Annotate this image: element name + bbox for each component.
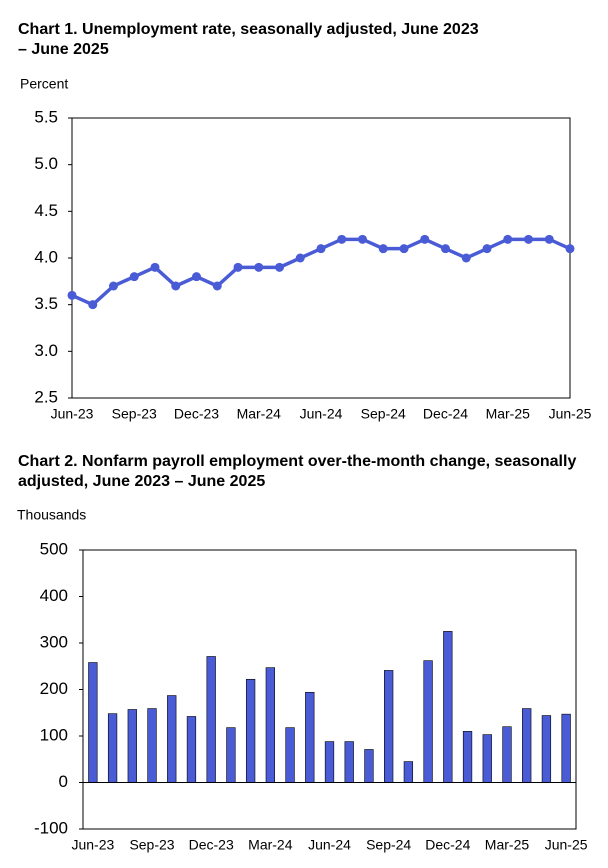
y-tick-label: -100 <box>34 818 68 837</box>
bar <box>423 660 433 783</box>
point <box>420 234 430 244</box>
bar <box>305 691 315 783</box>
bar <box>462 731 473 783</box>
point <box>129 272 139 282</box>
bar <box>167 695 177 783</box>
point <box>399 244 409 254</box>
bar <box>482 734 492 783</box>
bar <box>147 708 157 783</box>
point <box>337 234 347 244</box>
x-tick-label: Jun-25 <box>549 406 592 422</box>
bar <box>403 761 414 783</box>
x-tick-label: Sep-23 <box>112 406 157 422</box>
x-tick-label: Jun-24 <box>308 837 351 853</box>
y-tick-label: 5.5 <box>34 107 58 126</box>
point <box>544 234 554 244</box>
bar <box>344 741 354 783</box>
y-tick-label: 100 <box>40 725 68 744</box>
chart-title: Chart 1. Unemployment rate, seasonally a… <box>18 21 479 58</box>
y-axis-label: Thousands <box>17 507 86 523</box>
y-tick-label: 3.0 <box>34 341 58 360</box>
x-tick-label: Sep-24 <box>361 406 406 422</box>
bar <box>443 631 453 783</box>
plot-frame <box>71 117 571 399</box>
x-tick-label: Jun-23 <box>51 406 94 422</box>
bar <box>186 716 197 783</box>
x-tick-label: Mar-24 <box>237 406 282 422</box>
y-tick-label: 4.5 <box>34 201 58 220</box>
x-tick-label: Mar-25 <box>485 837 530 853</box>
x-tick-label: Mar-25 <box>486 406 531 422</box>
y-tick-label: 500 <box>40 539 68 558</box>
point <box>503 234 513 244</box>
chart-title: Chart 2. Nonfarm payroll employment over… <box>18 453 577 490</box>
x-tick-label: Dec-24 <box>425 837 470 853</box>
x-tick-label: Sep-23 <box>129 837 174 853</box>
bar <box>265 667 275 783</box>
point <box>109 281 118 291</box>
bar <box>384 670 394 783</box>
y-tick-label: 0 <box>59 772 68 791</box>
point <box>150 262 160 272</box>
point <box>358 234 367 244</box>
point <box>233 262 243 272</box>
point <box>295 253 305 263</box>
bar <box>364 749 374 783</box>
bar <box>324 741 335 783</box>
bar <box>127 709 137 783</box>
y-tick-label: 5.0 <box>34 154 58 173</box>
point <box>565 244 575 254</box>
point <box>482 244 492 254</box>
y-tick-label: 4.0 <box>34 247 58 266</box>
point <box>192 272 201 282</box>
point <box>316 244 326 254</box>
x-tick-label: Jun-24 <box>300 406 343 422</box>
point <box>212 281 222 291</box>
x-tick-label: Jun-23 <box>71 837 114 853</box>
point <box>378 244 388 254</box>
y-tick-label: 300 <box>40 632 68 651</box>
point <box>88 300 98 310</box>
bar <box>107 713 118 783</box>
y-tick-label: 200 <box>40 679 68 698</box>
x-tick-label: Dec-23 <box>174 406 219 422</box>
bar <box>502 726 512 783</box>
bar <box>245 678 256 783</box>
point <box>67 290 77 300</box>
plot-frame <box>82 549 577 830</box>
point <box>275 262 284 272</box>
y-tick-label: 2.5 <box>34 387 58 406</box>
x-tick-label: Mar-24 <box>248 837 293 853</box>
y-tick-label: 400 <box>40 586 68 605</box>
bar <box>226 727 236 783</box>
y-tick-label: 3.5 <box>34 294 58 313</box>
bar <box>522 708 532 783</box>
point <box>461 253 471 263</box>
x-tick-label: Dec-23 <box>189 837 234 853</box>
point <box>254 262 264 272</box>
bar <box>541 715 552 783</box>
point <box>171 281 181 291</box>
bar <box>285 727 295 783</box>
bar <box>206 656 216 783</box>
x-tick-label: Dec-24 <box>423 406 468 422</box>
x-tick-label: Sep-24 <box>366 837 411 853</box>
bar <box>561 713 571 783</box>
bar <box>88 662 98 783</box>
point <box>441 244 450 254</box>
point <box>524 234 533 244</box>
x-tick-label: Jun-25 <box>545 837 588 853</box>
y-axis-label: Percent <box>20 76 68 92</box>
